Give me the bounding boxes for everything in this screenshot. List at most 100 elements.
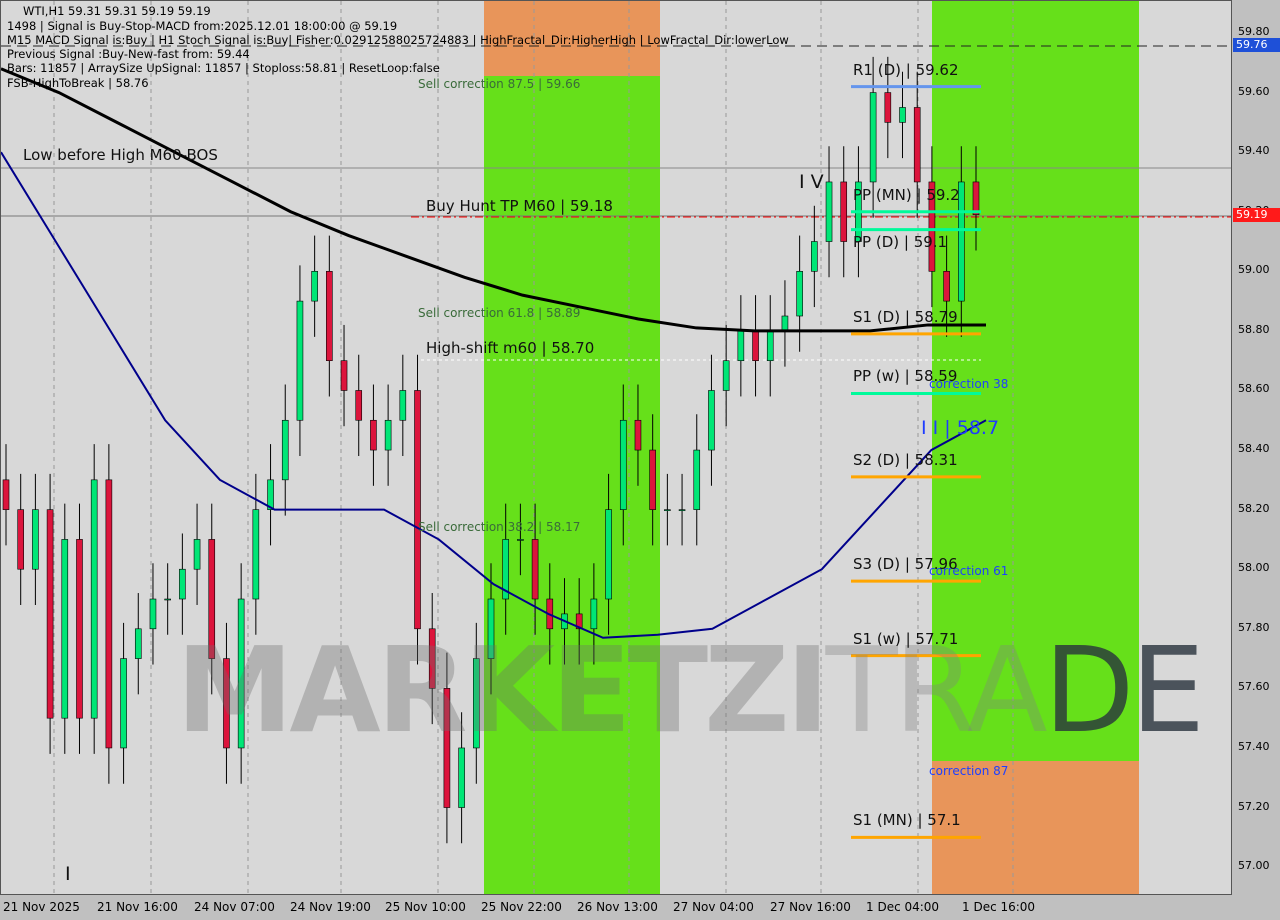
candle-body	[899, 107, 906, 123]
wave-iv-label: I V	[799, 171, 824, 193]
candle-body	[811, 241, 818, 272]
sell-correction-875: Sell correction 87.5 | 59.66	[418, 77, 581, 91]
price-tick: 57.80	[1238, 620, 1270, 634]
symbol-ohlc: WTI,H1 59.31 59.31 59.19 59.19	[23, 4, 211, 18]
candle-body	[678, 509, 686, 511]
current-price-box: 59.19	[1233, 208, 1280, 222]
time-tick: 21 Nov 16:00	[97, 900, 178, 914]
bars-line: Bars: 11857 | ArraySize UpSignal: 11857 …	[7, 61, 440, 75]
candle-body	[428, 628, 436, 689]
pivot-label: PP (D) | 59.1	[853, 232, 948, 251]
candle-body	[722, 360, 730, 391]
candle-body	[267, 479, 274, 510]
price-chart	[1, 1, 1231, 894]
candle-body	[737, 330, 745, 361]
candle-body	[781, 315, 789, 332]
candle-body	[605, 509, 612, 600]
pivot-label: S1 (MN) | 57.1	[853, 811, 961, 830]
candle-body	[384, 419, 392, 451]
candle-body	[766, 330, 774, 361]
candle-body	[120, 658, 127, 749]
buy-zone-green	[484, 1, 660, 894]
time-tick: 24 Nov 07:00	[194, 900, 275, 914]
candle-body	[752, 330, 759, 361]
candle-body	[913, 107, 921, 183]
candle-body	[958, 181, 965, 302]
candle-body	[693, 449, 701, 510]
chart-plot-area[interactable]: MARKETZITRADE WTI,H1 59.31 59.31 59.19 5…	[0, 0, 1232, 895]
time-tick: 1 Dec 16:00	[962, 900, 1036, 914]
candle-body	[664, 509, 671, 511]
candle-body	[414, 390, 421, 630]
price-tick: 57.60	[1238, 680, 1270, 694]
candle-body	[619, 419, 627, 510]
candle-body	[46, 509, 54, 719]
correction-87-label: correction 87	[929, 764, 1009, 778]
candle-body	[487, 598, 495, 659]
candle-body	[149, 598, 157, 630]
candle-body	[928, 181, 936, 272]
wave-i-label: I	[65, 863, 71, 885]
sell-zone-orange-right	[932, 761, 1139, 894]
low-before-high-label: Low before High M60-BOS	[23, 146, 218, 164]
price-tick: 59.40	[1238, 144, 1270, 158]
correction-61-label: correction 61	[929, 564, 1009, 578]
candle-body	[90, 479, 98, 719]
pivot-label: R1 (D) | 59.62	[853, 60, 959, 79]
candle-body	[311, 271, 318, 302]
candle-body	[502, 539, 509, 600]
price-tick: 59.60	[1238, 84, 1270, 98]
candle-body	[531, 539, 539, 600]
sell-correction-618: Sell correction 61.8 | 58.89	[418, 306, 581, 320]
candle-body	[326, 271, 333, 361]
wave-ii-label: I I | 58.7	[921, 417, 1000, 439]
price-tick: 59.80	[1238, 25, 1270, 38]
candle-body	[825, 181, 833, 242]
candle-body	[340, 360, 348, 391]
pivot-label: PP (w) | 58.59	[853, 367, 958, 386]
time-tick: 1 Dec 04:00	[866, 900, 940, 914]
buy-zone-green-right	[932, 1, 1139, 761]
candle-body	[105, 479, 113, 749]
pivot-label: PP (MN) | 59.2	[853, 185, 960, 204]
time-tick: 27 Nov 04:00	[673, 900, 754, 914]
candle-body	[590, 598, 598, 630]
time-tick: 21 Nov 2025	[3, 900, 80, 914]
slow-moving-average	[1, 67, 986, 333]
candle-body	[796, 271, 803, 317]
price-tick: 58.60	[1238, 382, 1270, 396]
candle-body	[281, 419, 289, 481]
time-tick: 26 Nov 13:00	[577, 900, 658, 914]
candle-body	[972, 181, 980, 216]
candle-body	[17, 509, 24, 570]
candle-body	[634, 419, 642, 451]
indicator-line: M15 MACD Signal is:Buy | H1 Stoch Signal…	[7, 33, 789, 47]
sell-zone-orange	[484, 1, 660, 76]
candle-body	[370, 419, 377, 451]
fast-moving-average	[1, 151, 987, 639]
candle-body	[943, 271, 950, 302]
pivot-label: S3 (D) | 57.96	[853, 555, 958, 574]
candle-body	[443, 688, 451, 808]
pivot-label: S1 (w) | 57.71	[853, 629, 959, 648]
candle-body	[237, 598, 245, 749]
price-tick: 57.40	[1238, 739, 1270, 753]
signal-line: 1498 | Signal is Buy-Stop-MACD from:2025…	[7, 19, 398, 33]
price-tick: 58.40	[1238, 442, 1270, 456]
time-tick: 27 Nov 16:00	[770, 900, 851, 914]
correction-38-label: correction 38	[929, 377, 1009, 391]
time-tick: 24 Nov 19:00	[290, 900, 371, 914]
pivot-label: S2 (D) | 58.31	[853, 450, 958, 469]
price-tick: 59.00	[1238, 263, 1270, 277]
candle-body	[252, 509, 260, 600]
candle-body	[869, 92, 877, 183]
price-tick: 58.00	[1238, 561, 1270, 575]
previous-signal-line: Previous Signal :Buy-New-fast from: 59.4…	[7, 47, 250, 61]
candle-body	[458, 747, 465, 808]
candle-body	[193, 539, 201, 570]
candle-body	[399, 390, 407, 421]
watermark-logo: MARKETZITRADE	[176, 621, 1205, 759]
candle-body	[649, 449, 656, 510]
sell-correction-382: Sell correction 38.2 | 58.17	[418, 520, 581, 534]
candle-body	[473, 658, 480, 749]
